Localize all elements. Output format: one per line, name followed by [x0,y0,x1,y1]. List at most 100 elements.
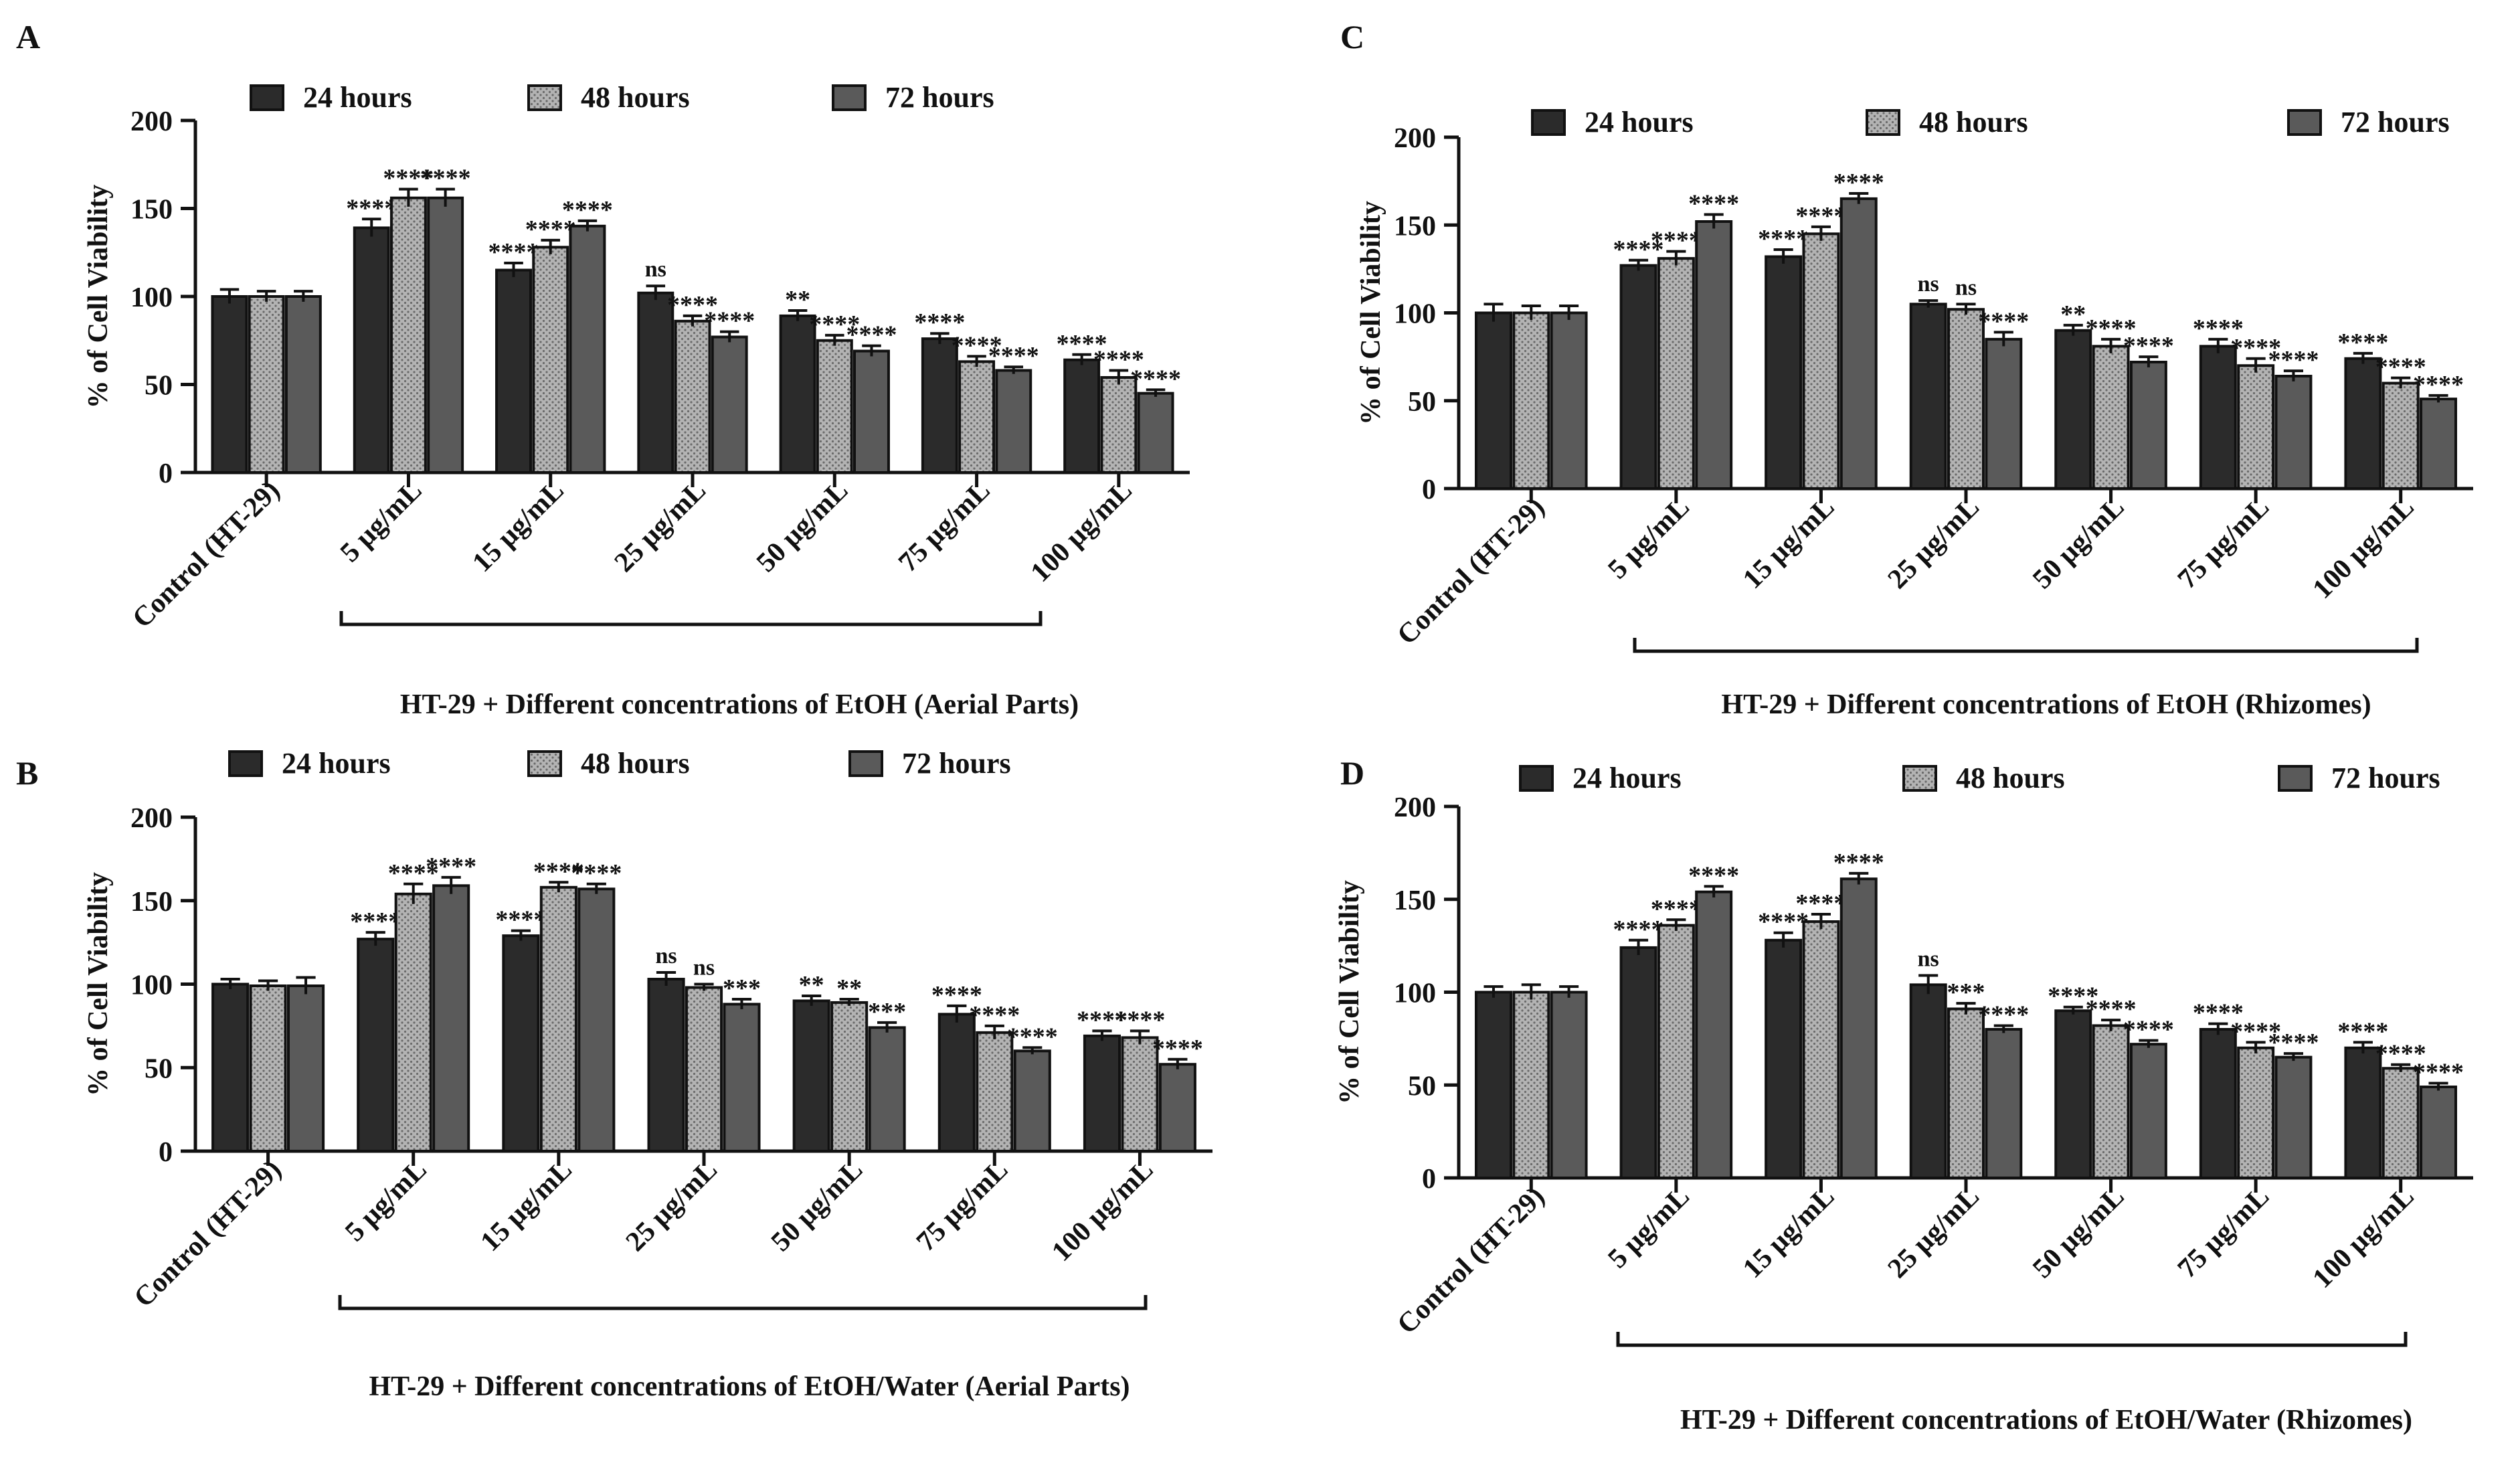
bar-24-hours [1619,946,1657,1180]
y-axis-label: % of Cell Viability [83,872,114,1096]
bar-48-hours [1802,232,1840,490]
bar-72-hours [1013,1049,1051,1153]
y-tick-label: 100 [1394,978,1436,1009]
bar-72-hours [1695,220,1733,490]
legend-label: 24 hours [1585,106,1694,139]
significance-annotation: **** [1651,227,1702,255]
category-label: 15 µg/mL [475,1154,578,1258]
significance-annotation: **** [1152,1035,1203,1063]
legend-swatch-48-hours [527,84,562,111]
bar-24-hours [211,295,248,474]
treatment-bracket [1633,638,2419,653]
panel-d: D 0 50 100 150 200 % of Cell Viability Control … [1334,754,2473,1436]
significance-annotation: **** [2337,329,2388,357]
panel-letter: D [1340,754,1364,792]
significance-annotation: **** [1978,307,2029,335]
significance-annotation: **** [1688,861,1739,889]
significance-annotation: **** [1795,202,1846,230]
significance-annotation: **** [2230,334,2281,362]
legend-label: 72 hours [902,747,1011,780]
significance-annotation: **** [1833,169,1884,197]
bar-72-hours [577,887,616,1153]
category-label: 75 µg/mL [911,1154,1014,1258]
significance-annotation: ** [836,974,862,1003]
significance-annotation: **** [2375,1040,2426,1068]
y-tick-label: 200 [1394,123,1436,154]
significance-annotation: ns [1918,272,1939,296]
y-axis-label: % of Cell Viability [83,185,114,409]
bar-48-hours [1512,991,1550,1179]
y-tick-label: 100 [130,970,173,1001]
significance-annotation: **** [952,331,1002,359]
significance-annotation: **** [533,857,584,885]
legend-swatch-48-hours [1902,765,1937,792]
bar-72-hours [2420,398,2458,490]
significance-annotation: *** [868,998,906,1026]
legend-swatch-48-hours [527,750,562,777]
category-label: 5 µg/mL [1602,492,1696,586]
bar-24-hours [2199,1028,2237,1179]
panel-letter: C [1340,18,1364,56]
bar-24-hours [502,934,540,1153]
bar-48-hours [1802,920,1840,1180]
bar-24-hours [1083,1034,1121,1152]
y-tick-label: 0 [159,1137,173,1168]
y-tick-label: 0 [1422,475,1436,505]
y-tick-label: 150 [1394,885,1436,916]
significance-annotation: **** [914,309,965,337]
bar-72-hours [2274,375,2313,490]
significance-annotation: **** [1130,365,1181,393]
bar-48-hours [2092,345,2130,490]
bar-48-hours [394,892,432,1153]
bar-24-hours [921,337,958,474]
significance-annotation: **** [2086,995,2137,1023]
bar-72-hours [1158,1063,1196,1153]
legend-label: 24 hours [282,747,391,780]
bar-24-hours [937,1013,976,1153]
significance-annotation: **** [420,165,471,193]
y-tick-label: 50 [1408,1071,1436,1102]
bar-24-hours [1765,938,1803,1180]
bar-72-hours [2129,361,2167,490]
category-label: 15 µg/mL [466,475,569,578]
bar-48-hours [1947,1007,1985,1179]
significance-annotation: **** [704,307,755,335]
significance-annotation: **** [383,165,434,193]
significance-annotation: *** [1947,978,1985,1007]
legend-label: 72 hours [2341,106,2450,139]
significance-annotation: ns [1955,275,1977,300]
bar-48-hours [2092,1024,2130,1179]
significance-annotation: **** [969,1001,1020,1029]
bar-24-hours [211,982,250,1152]
bar-48-hours [1657,924,1695,1179]
category-label: 100 µg/mL [1025,475,1138,588]
bar-72-hours [1550,991,1588,1179]
y-tick-label: 50 [1408,387,1436,418]
legend-label: 24 hours [303,81,412,114]
bar-48-hours [249,984,287,1152]
y-tick-label: 200 [130,106,173,137]
significance-annotation: **** [2337,1017,2388,1045]
bar-48-hours [539,885,577,1153]
category-label: 100 µg/mL [2307,492,2420,605]
bar-48-hours [532,246,569,474]
significance-annotation: **** [2413,1058,2464,1086]
legend-label: 48 hours [581,81,690,114]
significance-annotation: **** [426,853,476,881]
significance-annotation: **** [1613,916,1664,944]
legend-label: 48 hours [581,747,690,780]
significance-annotation: **** [2413,371,2464,399]
significance-annotation: **** [346,194,397,222]
bar-72-hours [711,335,748,474]
bar-48-hours [1947,308,1985,490]
significance-annotation: **** [1114,1006,1165,1034]
x-axis-label: HT-29 + Different concentrations of EtOH… [1680,1405,2412,1436]
bar-24-hours [1909,303,1947,490]
y-tick-label: 200 [1394,792,1436,823]
bar-24-hours [353,226,390,474]
category-label: 5 µg/mL [1602,1181,1696,1275]
bar-72-hours [1985,1028,2023,1179]
significance-annotation: **** [562,196,613,224]
significance-annotation: ** [799,971,824,999]
